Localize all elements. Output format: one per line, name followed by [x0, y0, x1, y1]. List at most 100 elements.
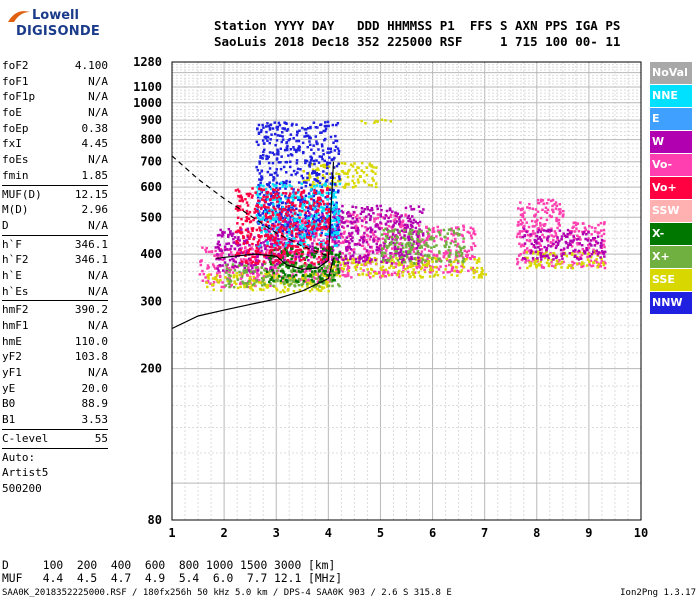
- echo-point: [255, 193, 259, 196]
- echo-point: [228, 258, 232, 262]
- echo-point: [534, 220, 537, 223]
- echo-point: [358, 239, 362, 242]
- echo-point: [401, 274, 404, 277]
- param-name: hmF1: [2, 319, 29, 332]
- echo-point: [242, 282, 245, 285]
- echo-point: [256, 194, 260, 197]
- echo-point: [407, 241, 410, 245]
- echo-point: [363, 254, 367, 257]
- echo-point: [333, 149, 337, 152]
- echo-point: [249, 235, 252, 238]
- echo-point: [244, 246, 247, 250]
- echo-point: [392, 224, 395, 227]
- echo-point: [267, 224, 271, 228]
- echo-point: [294, 196, 297, 199]
- echo-point: [312, 121, 316, 124]
- echo-point: [298, 257, 301, 261]
- echo-point: [420, 261, 424, 264]
- echo-point: [307, 229, 311, 233]
- echo-point: [336, 231, 340, 234]
- echo-point: [336, 122, 340, 125]
- echo-point: [320, 266, 323, 270]
- y-tick-label: 80: [148, 513, 162, 527]
- echo-point: [334, 134, 337, 138]
- echo-point: [262, 188, 266, 191]
- echo-point: [326, 202, 329, 206]
- echo-point: [370, 207, 374, 210]
- echo-point: [388, 208, 392, 212]
- echo-point: [519, 235, 522, 239]
- echo-point: [337, 149, 341, 153]
- echo-point: [276, 128, 279, 131]
- echo-point: [337, 268, 340, 271]
- echo-point: [418, 210, 422, 213]
- echo-point: [334, 253, 338, 257]
- echo-point: [444, 264, 448, 268]
- echo-point: [220, 234, 224, 238]
- echo-point: [371, 260, 374, 263]
- echo-point: [273, 153, 276, 156]
- echo-point: [324, 257, 327, 261]
- echo-point: [523, 229, 526, 232]
- echo-point: [239, 226, 242, 229]
- echo-point: [284, 192, 288, 195]
- echo-point: [341, 204, 344, 208]
- echo-point: [336, 191, 340, 194]
- echo-point: [380, 247, 384, 250]
- echo-point: [271, 211, 274, 214]
- echo-point: [245, 271, 249, 274]
- echo-point: [309, 136, 312, 140]
- table-row-distance: D 100 200 400 600 800 1000 1500 3000 [km…: [2, 559, 336, 572]
- echo-point: [229, 280, 232, 283]
- echo-point: [271, 151, 274, 155]
- echo-point: [544, 223, 547, 226]
- echo-point: [562, 232, 565, 235]
- echo-point: [288, 194, 291, 197]
- echo-point: [541, 208, 544, 212]
- echo-point: [300, 210, 304, 213]
- echo-point: [289, 211, 293, 214]
- echo-point: [400, 223, 403, 227]
- echo-point: [382, 229, 386, 232]
- param-value: N/A: [88, 319, 108, 332]
- echo-point: [289, 201, 292, 204]
- echo-point: [298, 149, 301, 152]
- echo-point: [401, 220, 405, 224]
- echo-point: [365, 238, 368, 242]
- echo-point: [324, 255, 327, 259]
- echo-point: [367, 251, 370, 254]
- echo-point: [236, 222, 239, 225]
- echo-point: [327, 124, 330, 128]
- echo-point: [587, 252, 590, 256]
- echo-point: [323, 227, 326, 230]
- param-value: 346.1: [74, 253, 108, 267]
- echo-point: [274, 143, 277, 147]
- echo-point: [276, 259, 280, 262]
- echo-point: [462, 237, 465, 240]
- echo-point: [399, 248, 403, 251]
- echo-point: [295, 270, 298, 274]
- echo-point: [292, 169, 296, 173]
- echo-point: [335, 220, 339, 224]
- param-value: 2.96: [81, 203, 109, 217]
- y-tick-label: 600: [140, 180, 162, 194]
- echo-point: [256, 203, 259, 207]
- echo-point: [257, 222, 260, 225]
- echo-point: [395, 257, 398, 260]
- echo-point: [455, 258, 458, 262]
- echo-point: [544, 254, 548, 258]
- echo-point: [545, 261, 549, 265]
- echo-point: [396, 262, 399, 266]
- echo-point: [445, 240, 448, 244]
- echo-point: [304, 214, 308, 218]
- echo-point: [268, 249, 272, 252]
- echo-point: [266, 156, 270, 159]
- echo-point: [324, 241, 328, 244]
- echo-point: [212, 265, 216, 268]
- echo-point: [233, 264, 236, 268]
- echo-point: [400, 263, 404, 266]
- echo-point: [303, 270, 307, 274]
- echo-point: [319, 234, 323, 237]
- echo-point: [305, 159, 309, 163]
- echo-point: [374, 239, 377, 242]
